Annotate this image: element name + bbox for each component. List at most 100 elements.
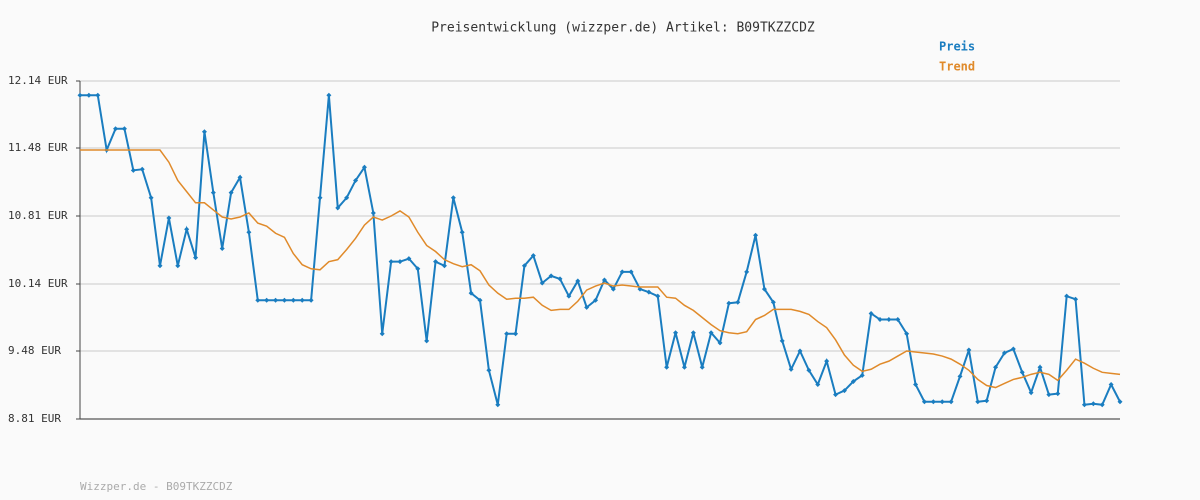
point-marker (610, 286, 616, 292)
series-line (80, 94, 1121, 406)
point-marker (921, 399, 927, 405)
point-marker (166, 215, 172, 221)
point-marker (646, 289, 652, 295)
point-marker (441, 263, 447, 269)
point-marker (210, 190, 216, 196)
point-marker (1064, 293, 1070, 299)
point-marker (539, 280, 545, 286)
point-marker (1090, 401, 1096, 407)
point-marker (406, 256, 412, 262)
point-marker (895, 317, 901, 323)
point-marker (424, 338, 430, 344)
point-marker (904, 331, 910, 337)
point-marker (957, 373, 963, 379)
point-marker (1081, 402, 1087, 408)
point-marker (157, 263, 163, 269)
point-marker (530, 253, 536, 259)
point-marker (379, 331, 385, 337)
point-marker (273, 297, 279, 303)
point-marker (255, 297, 261, 303)
point-marker (175, 263, 181, 269)
point-marker (913, 381, 919, 387)
point-marker (237, 174, 243, 180)
point-marker (877, 317, 883, 323)
point-marker (779, 338, 785, 344)
point-marker (290, 297, 296, 303)
point-marker (335, 205, 341, 211)
point-marker (317, 195, 323, 201)
point-marker (113, 126, 119, 132)
point-marker (1099, 402, 1105, 408)
point-marker (770, 299, 776, 305)
point-marker (1117, 399, 1123, 405)
point-marker (1055, 391, 1061, 397)
point-marker (717, 340, 723, 346)
point-marker (761, 286, 767, 292)
point-marker (219, 245, 225, 251)
point-marker (628, 269, 634, 275)
point-marker (1108, 381, 1114, 387)
chart-title: Preisentwicklung (wizzper.de) Artikel: B… (431, 21, 815, 36)
point-marker (361, 164, 367, 170)
point-marker (1073, 296, 1079, 302)
y-tick-label: 11.48 EUR (8, 141, 68, 154)
point-marker (121, 126, 127, 132)
point-marker (824, 358, 830, 364)
point-marker (797, 348, 803, 354)
y-tick-label: 10.81 EUR (8, 209, 68, 222)
point-marker (673, 330, 679, 336)
point-marker (1010, 346, 1016, 352)
point-marker (726, 300, 732, 306)
point-marker (575, 278, 581, 284)
point-marker (433, 259, 439, 265)
point-marker (130, 167, 136, 173)
point-marker (601, 277, 607, 283)
point-marker (859, 372, 865, 378)
point-marker (1019, 369, 1025, 375)
point-marker (886, 317, 892, 323)
point-marker (753, 232, 759, 238)
point-marker (193, 255, 199, 261)
series-line (80, 149, 1121, 389)
point-marker (477, 297, 483, 303)
point-marker (184, 226, 190, 232)
point-marker (1001, 350, 1007, 356)
point-marker (415, 266, 421, 272)
point-marker (930, 399, 936, 405)
point-marker (699, 364, 705, 370)
point-marker (833, 392, 839, 398)
point-marker (655, 293, 661, 299)
point-marker (735, 299, 741, 305)
point-marker (397, 259, 403, 265)
point-marker (148, 195, 154, 201)
point-marker (246, 229, 252, 235)
point-marker (450, 195, 456, 201)
point-marker (513, 331, 519, 337)
point-marker (584, 304, 590, 310)
legend-label: Preis (939, 40, 975, 54)
footer: Wizzper.de - B09TKZZCDZ (80, 480, 233, 493)
point-marker (308, 297, 314, 303)
point-marker (806, 367, 812, 373)
point-marker (690, 330, 696, 336)
point-marker (495, 402, 501, 408)
point-marker (504, 331, 510, 337)
point-marker (326, 92, 332, 98)
point-marker (370, 210, 376, 216)
legend-label: Trend (939, 60, 975, 74)
point-marker (993, 364, 999, 370)
point-marker (744, 269, 750, 275)
point-marker (521, 263, 527, 269)
point-marker (975, 399, 981, 405)
point-marker (593, 297, 599, 303)
point-marker (228, 190, 234, 196)
point-marker (201, 129, 207, 135)
point-marker (619, 269, 625, 275)
point-marker (557, 276, 563, 282)
point-marker (468, 290, 474, 296)
y-tick-label: 12.14 EUR (8, 74, 68, 87)
point-marker (459, 229, 465, 235)
point-marker (868, 310, 874, 316)
